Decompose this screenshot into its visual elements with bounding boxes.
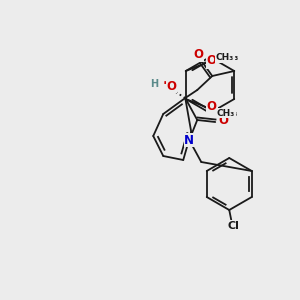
Text: O: O [218,113,228,127]
Text: ·: · [163,77,168,91]
Text: CH₃: CH₃ [220,110,238,118]
Text: O: O [207,100,217,113]
Text: CH₃: CH₃ [216,53,234,62]
Text: O: O [207,100,217,113]
Text: O: O [207,56,217,68]
Text: O: O [207,55,217,68]
Text: H: H [150,79,158,89]
Text: N: N [184,134,194,146]
Text: CH₃: CH₃ [217,109,235,118]
Text: O: O [193,49,203,62]
Text: CH₃: CH₃ [220,53,239,62]
Text: O: O [166,80,176,92]
Text: Cl: Cl [227,221,239,231]
